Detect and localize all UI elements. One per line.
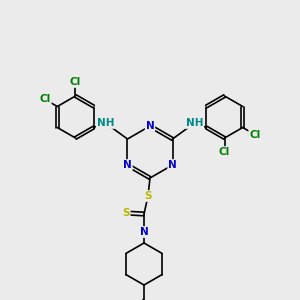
Text: NH: NH — [97, 118, 114, 128]
Text: Cl: Cl — [219, 147, 230, 157]
Text: N: N — [123, 160, 132, 170]
Text: NH: NH — [186, 118, 203, 128]
Text: S: S — [122, 208, 130, 218]
Text: S: S — [144, 191, 152, 201]
Text: Cl: Cl — [249, 130, 260, 140]
Text: N: N — [168, 160, 177, 170]
Text: Cl: Cl — [70, 77, 81, 87]
Text: N: N — [140, 227, 148, 237]
Text: Cl: Cl — [40, 94, 51, 104]
Text: N: N — [146, 121, 154, 131]
